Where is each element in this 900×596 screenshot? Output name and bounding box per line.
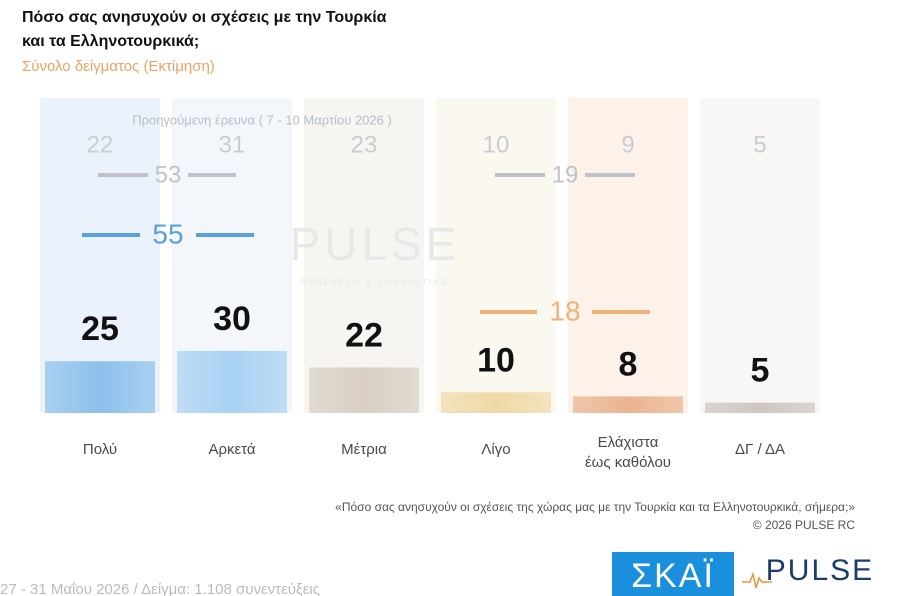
bar-shine [45, 361, 155, 413]
background-column [568, 98, 688, 413]
watermark-tagline: RESEARCH & CONSULTING [301, 278, 449, 287]
group-total: 18 [549, 295, 580, 326]
logo-pulse-line [742, 571, 772, 589]
background-column [304, 98, 424, 413]
previous-value: 10 [483, 131, 510, 158]
value-label: 10 [477, 341, 515, 379]
value-label: 5 [751, 352, 770, 390]
previous-value: 9 [621, 131, 634, 158]
previous-value: 23 [351, 131, 378, 158]
background-column [40, 98, 160, 413]
title-line: Πόσο σας ανησυχούν οι σχέσεις με την Του… [22, 9, 387, 26]
bar-shine [309, 367, 419, 413]
subtitle: Σύνολο δείγματος (Εκτίμηση) [22, 58, 215, 75]
fieldwork: 27 - 31 Μαΐου 2026 / Δείγμα: 1.108 συνεν… [0, 581, 320, 596]
copyright: © 2026 PULSE RC [753, 518, 856, 532]
value-label: 30 [213, 300, 251, 338]
group-total: 55 [152, 218, 183, 249]
group-total: 19 [552, 161, 579, 188]
watermark: PULSE [290, 218, 461, 270]
bar-shine [573, 396, 683, 413]
value-label: 25 [81, 310, 119, 348]
title-line: και τα Ελληνοτουρκικά; [22, 33, 199, 50]
bar-shine [441, 392, 551, 413]
background-columns [40, 98, 820, 413]
group-total: 53 [155, 161, 182, 188]
background-column [436, 98, 556, 413]
category-label: ΔΓ / ΔΑ [735, 441, 785, 458]
question: «Πόσο σας ανησυχούν οι σχέσεις της χώρας… [335, 500, 855, 514]
category-label: Ελάχιστα έως καθόλου [584, 434, 671, 471]
category-label: Λίγο [481, 441, 511, 458]
previous-value: 31 [219, 131, 246, 158]
value-label: 22 [345, 316, 383, 354]
value-label: 8 [619, 345, 638, 383]
bar-shine [705, 402, 815, 413]
previous-value: 22 [87, 131, 114, 158]
logo-box [612, 552, 734, 596]
background-column [700, 98, 820, 413]
category-label: Πολύ [82, 441, 118, 458]
logo: PULSE [766, 554, 874, 587]
previous-label: Προηγούμενη έρευνα ( 7 - 10 Μαρτίου 2026… [132, 112, 392, 127]
logo: ΣΚΑΪ [631, 557, 715, 595]
bar-shine [177, 350, 287, 413]
category-label: Μέτρια [341, 441, 387, 458]
previous-value: 5 [753, 131, 766, 158]
category-label: Αρκετά [208, 441, 256, 458]
